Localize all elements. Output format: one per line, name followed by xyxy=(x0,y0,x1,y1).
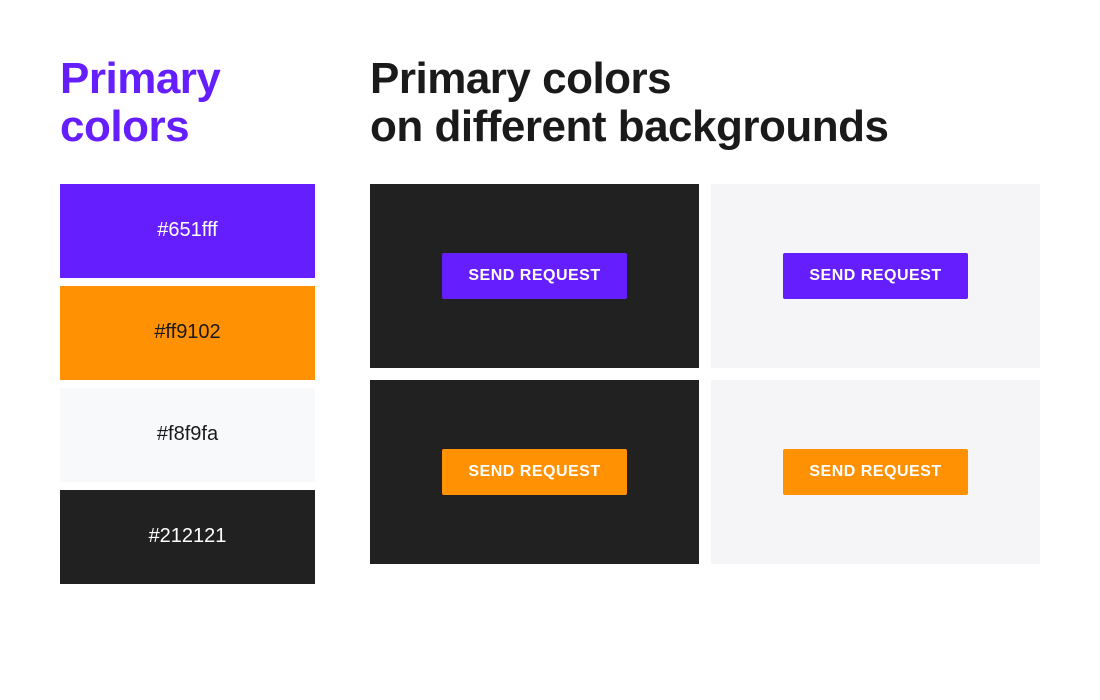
swatch-light: #f8f9fa xyxy=(60,388,315,482)
swatch-label: #651fff xyxy=(157,219,217,242)
primary-colors-title: Primary colors xyxy=(60,55,315,152)
swatch-purple: #651fff xyxy=(60,184,315,278)
backgrounds-title: Primary colorson different backgrounds xyxy=(370,55,1040,152)
background-grid: SEND REQUEST SEND REQUEST SEND REQUEST S… xyxy=(370,184,1040,564)
swatch-label: #f8f9fa xyxy=(157,423,218,446)
send-request-button[interactable]: SEND REQUEST xyxy=(783,449,967,495)
swatch-label: #ff9102 xyxy=(154,321,220,344)
primary-colors-column: Primary colors #651fff #ff9102 #f8f9fa #… xyxy=(60,55,315,700)
backgrounds-column: Primary colorson different backgrounds S… xyxy=(370,55,1040,700)
background-row: SEND REQUEST SEND REQUEST xyxy=(370,380,1040,564)
swatch-label: #212121 xyxy=(149,525,227,548)
bg-panel-dark-purple: SEND REQUEST xyxy=(370,184,699,368)
bg-panel-dark-orange: SEND REQUEST xyxy=(370,380,699,564)
background-row: SEND REQUEST SEND REQUEST xyxy=(370,184,1040,368)
send-request-button[interactable]: SEND REQUEST xyxy=(442,253,626,299)
bg-panel-light-orange: SEND REQUEST xyxy=(711,380,1040,564)
swatch-orange: #ff9102 xyxy=(60,286,315,380)
bg-panel-light-purple: SEND REQUEST xyxy=(711,184,1040,368)
send-request-button[interactable]: SEND REQUEST xyxy=(442,449,626,495)
send-request-button[interactable]: SEND REQUEST xyxy=(783,253,967,299)
swatch-dark: #212121 xyxy=(60,490,315,584)
swatch-list: #651fff #ff9102 #f8f9fa #212121 xyxy=(60,184,315,584)
